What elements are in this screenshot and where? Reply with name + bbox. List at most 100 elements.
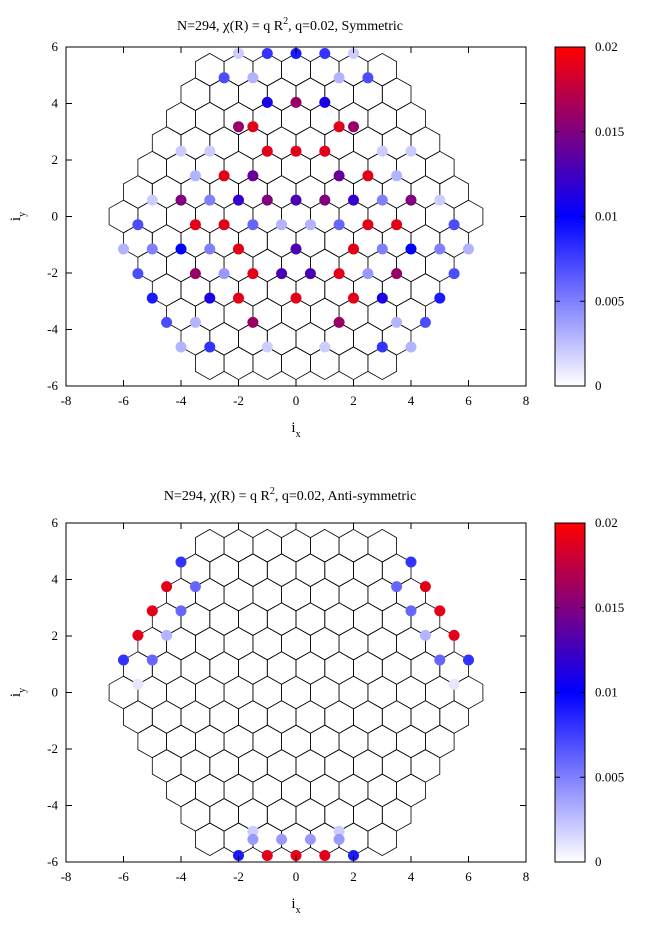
data-point <box>362 268 374 280</box>
data-point <box>362 219 374 231</box>
lattice-hexagon <box>353 651 383 685</box>
lattice-hexagon <box>137 150 168 185</box>
lattice-hexagon <box>180 749 211 783</box>
lattice-hexagon <box>252 577 283 612</box>
x-tick-label: 6 <box>465 393 472 408</box>
lattice-hexagon <box>367 626 398 661</box>
data-point <box>247 316 259 328</box>
data-point <box>175 605 187 617</box>
data-point <box>175 556 187 568</box>
data-point <box>146 605 158 617</box>
lattice-hexagon <box>281 724 311 759</box>
data-point <box>463 654 474 666</box>
lattice-hexagon <box>238 749 268 783</box>
data-point <box>319 145 331 157</box>
lattice-hexagon <box>223 528 254 563</box>
data-point <box>419 629 431 641</box>
lattice-hexagon <box>353 602 383 636</box>
data-point <box>161 629 173 641</box>
data-point <box>405 556 417 568</box>
data-point <box>304 268 316 280</box>
lattice-hexagon <box>281 528 311 563</box>
lattice-hexagon <box>209 651 239 685</box>
data-point <box>204 243 216 255</box>
lattice-hexagon <box>223 675 254 710</box>
data-point <box>348 243 359 255</box>
hexagon-lattice <box>108 52 484 381</box>
data-point <box>146 243 158 255</box>
lattice-hexagon <box>281 626 311 661</box>
colorbar-tick-label: 0.01 <box>595 209 618 224</box>
lattice-hexagon <box>180 77 211 111</box>
colorbar-tick-label: 0.005 <box>595 293 624 308</box>
data-point <box>448 629 460 641</box>
data-point <box>175 194 187 206</box>
lattice-hexagon <box>309 528 340 563</box>
lattice-hexagon <box>396 724 426 759</box>
lattice-hexagon <box>295 553 326 587</box>
data-point <box>376 292 388 304</box>
lattice-hexagon <box>194 773 225 808</box>
data-point <box>261 48 273 59</box>
data-point <box>247 121 259 133</box>
data-point <box>189 170 201 182</box>
data-point <box>261 341 273 353</box>
x-tick-label: -2 <box>233 869 244 884</box>
data-point <box>233 292 244 304</box>
lattice-hexagon <box>410 749 441 783</box>
lattice-hexagon <box>381 77 412 111</box>
lattice-hexagon <box>281 773 311 808</box>
chart-title: N=294, χ(R) = q R2, q=0.02, Anti-symmetr… <box>164 486 416 504</box>
data-point <box>233 243 244 255</box>
x-tick-label: 6 <box>465 869 472 884</box>
y-tick-label: 6 <box>52 515 59 530</box>
lattice-hexagon <box>266 798 297 832</box>
chart-title: N=294, χ(R) = q R2, q=0.02, Symmetric <box>177 16 403 34</box>
lattice-hexagon <box>252 675 283 710</box>
data-point <box>276 219 288 231</box>
data-point <box>132 219 144 231</box>
data-point <box>362 72 374 84</box>
x-tick-label: -6 <box>118 393 129 408</box>
lattice-hexagon <box>209 700 239 734</box>
lattice-hexagon <box>166 297 196 332</box>
x-tick-label: -4 <box>176 393 187 408</box>
y-axis-ticks: -6 -4 -2 0 2 4 6 <box>47 39 526 393</box>
data-point <box>146 292 158 304</box>
x-tick-label: 2 <box>350 869 357 884</box>
data-point <box>348 292 359 304</box>
lattice-hexagon <box>194 528 225 563</box>
x-tick-label: 4 <box>408 869 415 884</box>
lattice-hexagon <box>194 101 225 136</box>
lattice-hexagon <box>424 150 455 185</box>
colorbar-tick-label: 0.015 <box>595 600 624 615</box>
lattice-hexagon <box>396 297 426 332</box>
data-point <box>175 243 187 255</box>
data-point <box>261 850 273 861</box>
data-point <box>434 654 446 666</box>
lattice-hexagon <box>324 602 354 636</box>
lattice-hexagon <box>252 626 283 661</box>
data-point <box>233 48 244 59</box>
data-point <box>146 194 158 206</box>
data-point <box>448 678 460 690</box>
data-point <box>304 833 316 845</box>
lattice-hexagon <box>309 773 340 808</box>
lattice-hexagon <box>194 626 225 661</box>
y-tick-label: 4 <box>52 96 59 111</box>
data-point <box>448 268 460 280</box>
y-tick-label: 0 <box>52 209 59 224</box>
data-point <box>376 243 388 255</box>
y-tick-label: -2 <box>47 265 58 280</box>
lattice-hexagon <box>338 346 369 381</box>
lattice-hexagon <box>353 553 383 587</box>
lattice-hexagon <box>295 700 326 734</box>
lattice-hexagon <box>223 724 254 759</box>
lattice-hexagon <box>324 749 354 783</box>
data-point <box>333 316 345 328</box>
data-point <box>189 581 201 593</box>
data-point <box>218 219 230 231</box>
data-point <box>333 121 345 133</box>
hexagon-lattice <box>108 528 484 857</box>
lattice-hexagon <box>353 700 383 734</box>
